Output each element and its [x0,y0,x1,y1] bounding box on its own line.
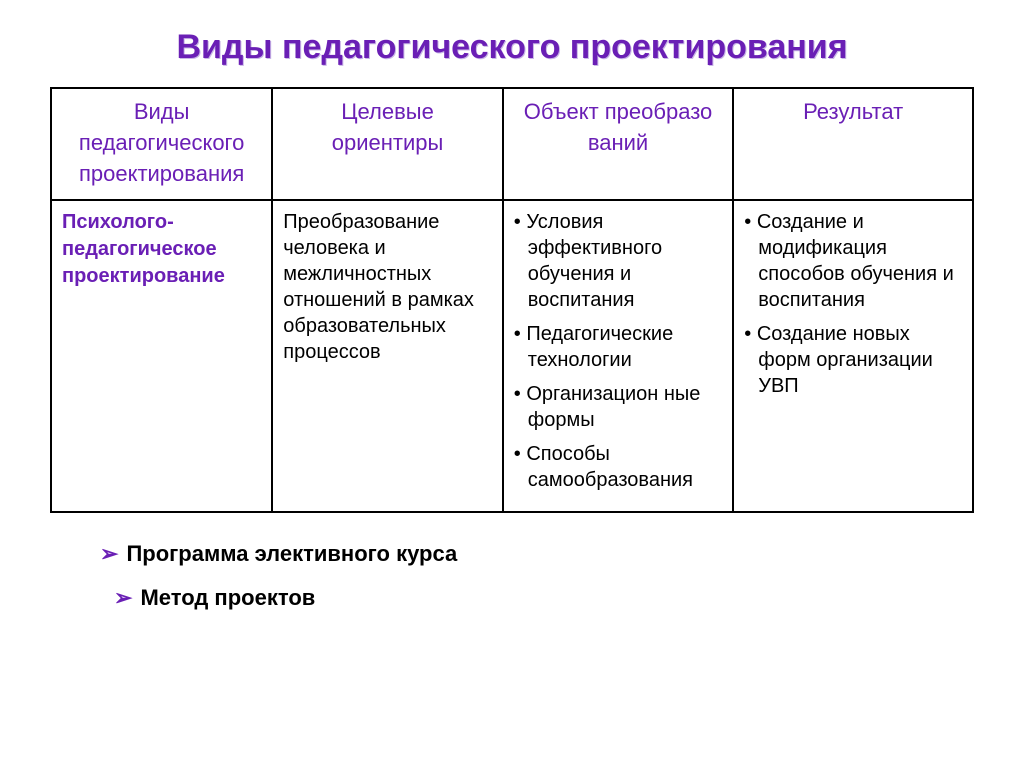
col-header-types: Виды педагогического проектирования [51,88,272,200]
object-item: Условия эффективного обучения и воспитан… [514,209,723,313]
object-item: Организацион ные формы [514,381,723,433]
slide: Виды педагогического проектирования Виды… [0,0,1024,767]
footnotes: ➢ Программа элективного курса ➢ Метод прое… [100,541,974,611]
main-table: Виды педагогического проектирования Целе… [50,87,974,513]
chevron-right-icon: ➢ [114,585,132,610]
result-item: Создание новых форм организации УВП [744,321,962,399]
row-type-label: Психолого-педагогическое проектирование [51,200,272,512]
footnote-text: Метод проектов [140,585,315,610]
row-results: Создание и модификация способов обучения… [733,200,973,512]
col-header-objects: Объект преобразо ваний [503,88,734,200]
table-header-row: Виды педагогического проектирования Целе… [51,88,973,200]
chevron-right-icon: ➢ [100,541,118,566]
object-item: Педагогические технологии [514,321,723,373]
footnote-item: ➢ Метод проектов [114,585,974,611]
footnote-item: ➢ Программа элективного курса [100,541,974,567]
object-item: Способы самообразования [514,441,723,493]
footnote-text: Программа элективного курса [126,541,457,566]
col-header-targets: Целевые ориентиры [272,88,503,200]
page-title: Виды педагогического проектирования [50,28,974,67]
col-header-results: Результат [733,88,973,200]
row-objects: Условия эффективного обучения и воспитан… [503,200,734,512]
result-item: Создание и модификация способов обучения… [744,209,962,313]
row-targets: Преобразование человека и межличностных … [272,200,503,512]
table-row: Психолого-педагогическое проектирование … [51,200,973,512]
